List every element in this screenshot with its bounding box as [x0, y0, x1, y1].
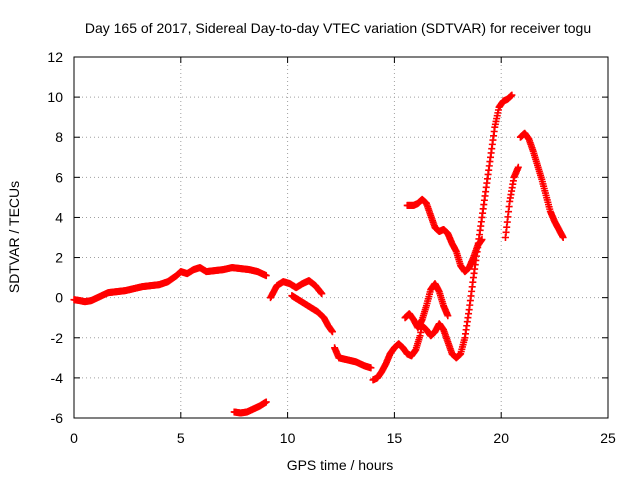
data-points-layer: [70, 91, 567, 417]
data-point: [367, 364, 375, 372]
y-tick-label: -2: [51, 330, 64, 346]
data-point: [262, 398, 270, 406]
x-tick-label: 5: [177, 430, 185, 446]
x-tick-label: 20: [493, 430, 509, 446]
axes-layer: [73, 56, 609, 419]
data-point: [318, 290, 326, 298]
x-tick-label: 25: [600, 430, 616, 446]
y-tick-label: -4: [51, 370, 64, 386]
y-tick-label: 2: [55, 250, 63, 266]
data-point: [328, 328, 336, 336]
x-tick-label: 0: [70, 430, 78, 446]
x-axis-label: GPS time / hours: [287, 457, 394, 473]
data-series: [70, 264, 270, 306]
data-point: [559, 234, 567, 241]
data-point: [444, 312, 452, 320]
y-tick-label: 0: [55, 290, 63, 306]
data-point: [508, 91, 516, 99]
x-tick-label: 10: [280, 430, 296, 446]
data-point: [478, 236, 486, 244]
y-tick-label: 12: [47, 49, 63, 65]
data-series: [501, 163, 522, 241]
data-series: [288, 292, 336, 336]
data-point: [262, 272, 270, 280]
data-point: [514, 163, 522, 171]
y-tick-label: 4: [55, 209, 63, 225]
grid-layer: [74, 57, 608, 418]
data-series: [230, 398, 270, 417]
data-series: [516, 129, 567, 241]
y-tick-label: -6: [51, 410, 64, 426]
data-series: [401, 280, 452, 332]
data-series: [403, 195, 486, 276]
ticks-layer: 0 5 10 15 20 25 -6 -4 -2 0 2 4 6 8 10 12: [47, 49, 616, 446]
y-tick-label: 6: [55, 169, 63, 185]
x-tick-label: 15: [387, 430, 403, 446]
y-axis-label: SDTVAR / TECUs: [6, 181, 22, 293]
data-series: [267, 277, 326, 302]
plot-border: [73, 56, 609, 419]
data-series: [369, 91, 516, 384]
chart-title: Day 165 of 2017, Sidereal Day-to-day VTE…: [85, 20, 591, 36]
y-tick-label: 10: [47, 89, 63, 105]
y-tick-label: 8: [55, 129, 63, 145]
data-series: [331, 344, 375, 372]
